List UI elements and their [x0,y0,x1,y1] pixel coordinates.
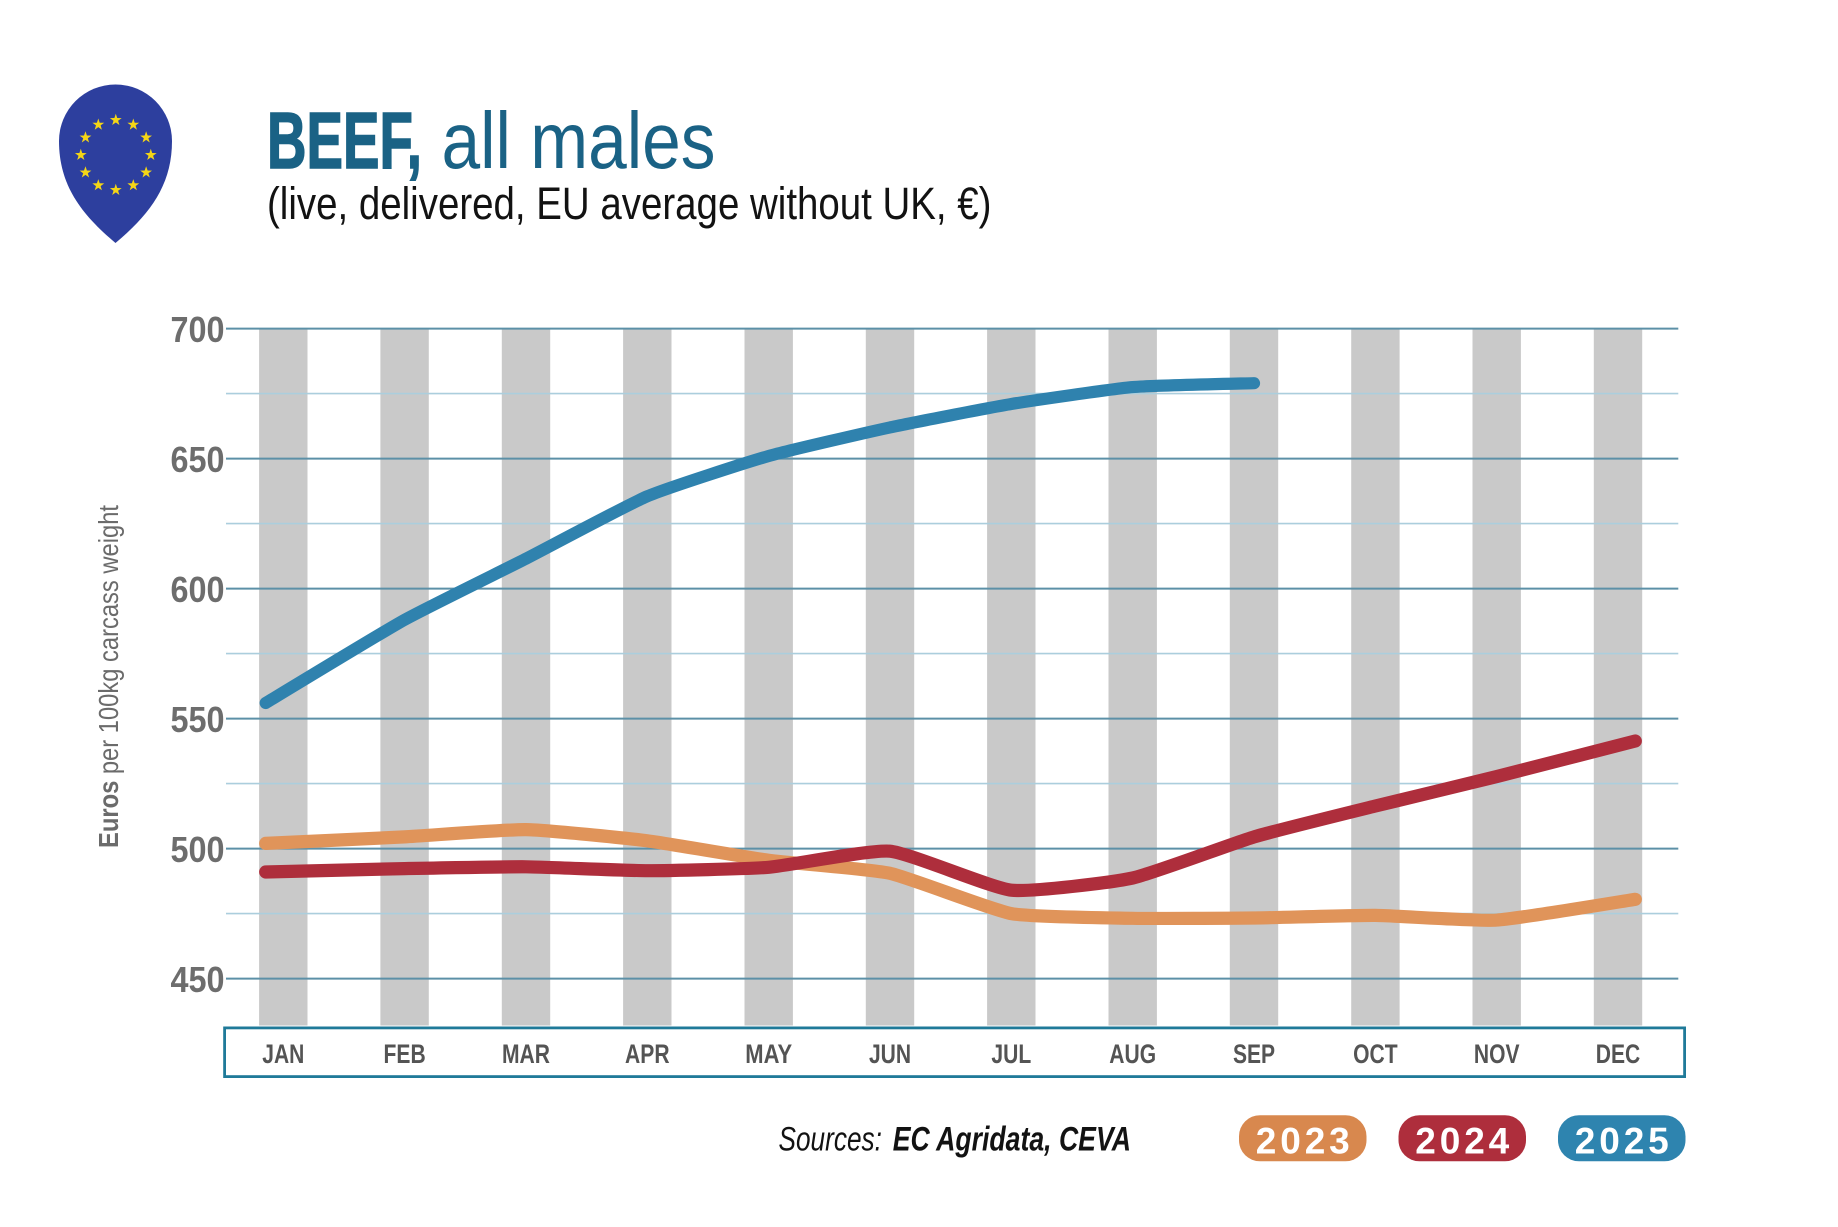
svg-text:500: 500 [171,829,225,870]
svg-text:APR: APR [625,1039,670,1069]
svg-text:650: 650 [171,439,225,480]
svg-text:550: 550 [171,699,225,740]
svg-text:450: 450 [171,959,225,1000]
svg-text:NOV: NOV [1474,1039,1520,1069]
svg-text:JUL: JUL [991,1039,1031,1069]
svg-text:MAY: MAY [745,1039,792,1069]
svg-text:Euros per 100kg carcass weight: Euros per 100kg carcass weight [93,505,124,848]
svg-text:AUG: AUG [1109,1039,1156,1069]
svg-text:all males: all males [442,96,716,185]
svg-text:OCT: OCT [1353,1039,1398,1069]
svg-text:MAR: MAR [502,1039,550,1069]
svg-text:JUN: JUN [869,1039,911,1069]
svg-text:Sources:: Sources: [779,1120,882,1158]
svg-text:DEC: DEC [1596,1039,1641,1069]
svg-text:FEB: FEB [384,1039,426,1069]
svg-text:EC Agridata, CEVA: EC Agridata, CEVA [893,1120,1131,1158]
svg-text:JAN: JAN [262,1039,304,1069]
svg-text:SEP: SEP [1233,1039,1275,1069]
svg-text:(live, delivered, EU average w: (live, delivered, EU average without UK,… [267,178,992,229]
svg-text:600: 600 [171,569,225,610]
svg-text:BEEF,: BEEF, [267,96,422,185]
svg-text:700: 700 [171,309,225,350]
